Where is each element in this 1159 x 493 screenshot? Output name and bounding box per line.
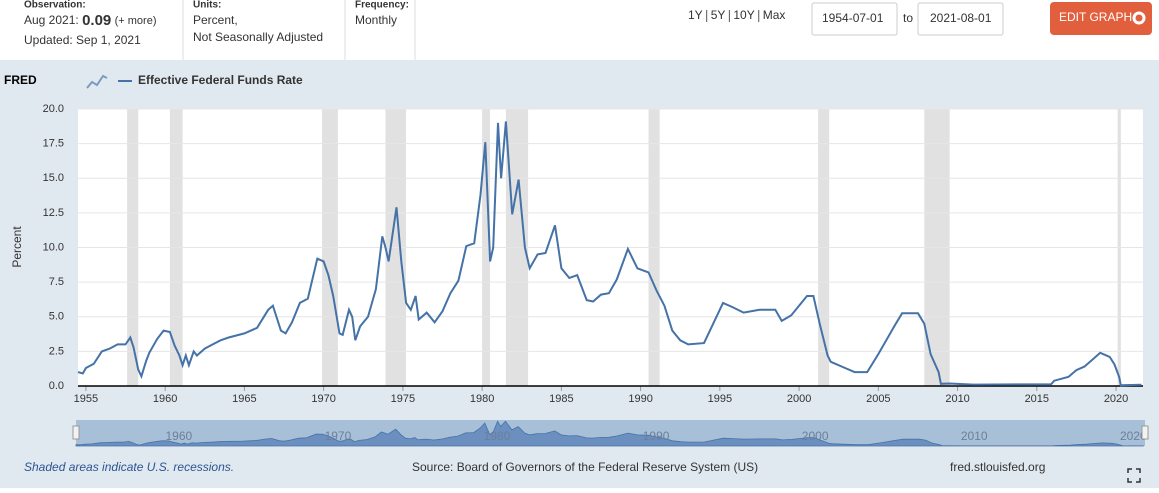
label: Observation: [24,0,86,11]
y-tick-label: 7.5 [49,276,64,288]
edit-label[interactable]: EDIT GRAPH [1059,10,1132,24]
fullscreen-icon[interactable] [1127,468,1141,483]
frequency: Monthly [355,13,397,27]
y-axis-label: Percent [10,226,24,268]
obs-period: Aug 2021: [24,13,79,27]
x-tick-label: 1980 [470,393,494,405]
nav-handle[interactable] [72,425,80,440]
footer-source: Source: Board of Governors of the Federa… [412,460,758,474]
obs-value: 0.09 [82,12,111,29]
units: Percent, [193,13,238,27]
range-button[interactable]: 5Y [711,8,726,22]
x-tick-label: 1960 [153,393,177,405]
edit-button[interactable] [1050,2,1152,35]
date-input[interactable] [917,2,1004,36]
range-button[interactable]: Max [763,8,786,22]
range-button[interactable]: 1Y [688,8,703,22]
x-tick-label: 1955 [74,393,98,405]
y-tick-label: 2.5 [49,345,64,357]
logo-icon [86,74,108,89]
date-input[interactable] [811,2,898,36]
navigator-tick: 1960 [165,429,192,443]
x-tick-label: 1975 [391,393,415,405]
navigator-tick: 1970 [325,429,352,443]
y-tick-label: 10.0 [43,241,64,253]
more-link[interactable]: (+ more) [115,15,157,27]
range-button[interactable]: 10Y [733,8,754,22]
nav-handle[interactable] [1141,425,1149,440]
obs-period: Aug 2021: 0.09 (+ more) [24,12,156,29]
to: to [903,11,913,25]
y-tick-label: 17.5 [43,138,64,150]
y-tick-label: 0.0 [49,380,64,392]
navigator-tick: 2020 [1120,429,1147,443]
x-tick-label: 1990 [628,393,652,405]
legend-label: Effective Federal Funds Rate [138,73,303,87]
x-tick-label: 1995 [708,393,732,405]
x-tick-label: 2020 [1104,393,1128,405]
navigator-tick: 1990 [643,429,670,443]
x-tick-label: 1965 [232,393,256,405]
label: Frequency: [355,0,409,11]
x-tick-label: 2015 [1025,393,1049,405]
navigator-tick: 2000 [802,429,829,443]
navigator-series [75,420,1144,447]
footer-site: fred.stlouisfed.org [950,460,1045,474]
series-line [77,121,1142,387]
updated: Updated: Sep 1, 2021 [24,33,141,47]
y-tick-label: 15.0 [43,172,64,184]
footer-note: Shaded areas indicate U.S. recessions. [24,460,234,474]
y-tick-label: 20.0 [43,103,64,115]
end-date[interactable]: 2021-08-01 [930,11,992,25]
x-tick-label: 1985 [549,393,573,405]
navigator-tick: 2010 [961,429,988,443]
logo: FRED [4,73,37,87]
units: Not Seasonally Adjusted [193,30,323,44]
x-tick-label: 1970 [311,393,335,405]
navigator-tick: 1980 [484,429,511,443]
start-date[interactable]: 1954-07-01 [822,11,884,25]
label: Units: [193,0,221,11]
x-tick-label: 2000 [787,393,811,405]
y-tick-label: 5.0 [49,311,64,323]
x-tick-label: 2005 [866,393,890,405]
y-tick-label: 12.5 [43,207,64,219]
x-tick-label: 2010 [945,393,969,405]
gear [1132,11,1146,25]
